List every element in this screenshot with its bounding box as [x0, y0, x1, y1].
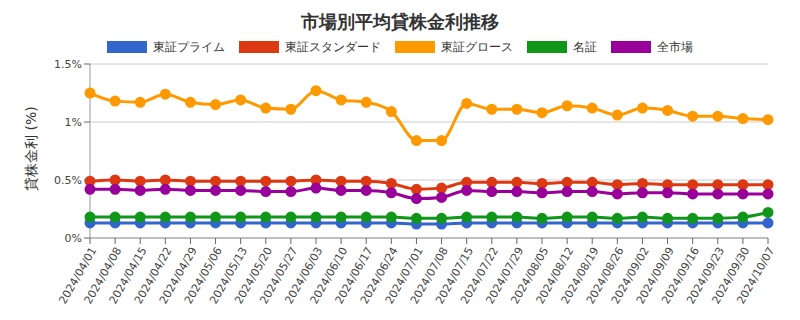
svg-text:2024/07/08: 2024/07/08	[408, 244, 451, 307]
svg-text:2024/04/08: 2024/04/08	[81, 244, 125, 307]
svg-text:2024/05/27: 2024/05/27	[257, 244, 301, 307]
svg-text:2024/07/29: 2024/07/29	[483, 244, 527, 307]
svg-text:2024/06/10: 2024/06/10	[307, 244, 351, 307]
html-text:東証プライム: 東証プライム	[153, 39, 225, 54]
svg-text:2024/08/12: 2024/08/12	[533, 244, 577, 307]
svg-text:2024/07/15: 2024/07/15	[433, 244, 476, 307]
svg-text:2024/08/05: 2024/08/05	[508, 244, 552, 307]
svg-text:2024/04/29: 2024/04/29	[156, 244, 200, 307]
html-text:全市場: 全市場	[657, 39, 693, 54]
svg-text:2024/04/22: 2024/04/22	[131, 244, 175, 307]
svg-text:2024/06/24: 2024/06/24	[357, 244, 401, 307]
svg-text:2024/09/23: 2024/09/23	[684, 244, 728, 307]
svg-text:2024/07/01: 2024/07/01	[382, 244, 426, 307]
svg-text:1%: 1%	[65, 116, 82, 129]
svg-text:2024/04/01: 2024/04/01	[56, 244, 100, 307]
svg-text:2024/07/22: 2024/07/22	[458, 244, 502, 307]
svg-text:0%: 0%	[65, 232, 82, 245]
html-text:市場別平均貸株金利推移: 市場別平均貸株金利推移	[301, 11, 499, 32]
svg-text:2024/08/26: 2024/08/26	[583, 244, 627, 307]
svg-text:2024/06/03: 2024/06/03	[282, 244, 326, 307]
svg-text:1.5%: 1.5%	[54, 58, 82, 71]
svg-text:0.5%: 0.5%	[54, 174, 82, 187]
svg-text:2024/04/15: 2024/04/15	[106, 244, 150, 307]
svg-text:2024/09/09: 2024/09/09	[634, 244, 677, 307]
svg-text:2024/10/07: 2024/10/07	[734, 245, 777, 306]
svg-text:2024/09/16: 2024/09/16	[659, 244, 702, 307]
svg-text:2024/08/19: 2024/08/19	[558, 244, 602, 307]
html-text:東証スタンダード: 東証スタンダード	[285, 39, 381, 54]
html-text:東証グロース: 東証グロース	[441, 39, 513, 54]
svg-text:2024/05/20: 2024/05/20	[232, 244, 276, 307]
html-text:名証: 名証	[573, 39, 597, 54]
svg-text:貸株金利 (%): 貸株金利 (%)	[23, 106, 39, 191]
svg-text:2024/09/02: 2024/09/02	[608, 244, 652, 307]
svg-text:2024/05/06: 2024/05/06	[182, 244, 225, 307]
svg-text:2024/06/17: 2024/06/17	[332, 244, 376, 307]
svg-text:2024/09/30: 2024/09/30	[709, 244, 753, 307]
svg-text:2024/05/13: 2024/05/13	[207, 244, 250, 307]
